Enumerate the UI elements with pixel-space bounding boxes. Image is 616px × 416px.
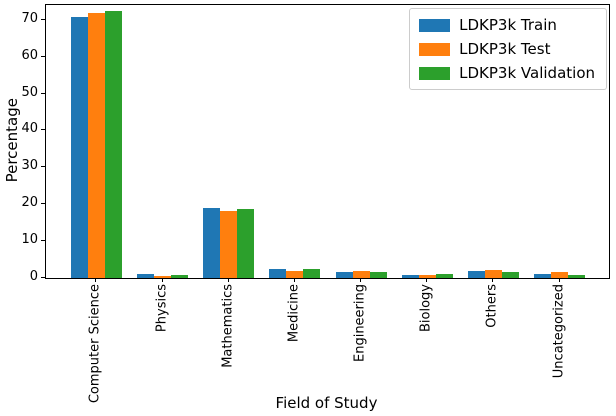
y-tick-label: 70	[21, 10, 38, 26]
bar-mathematics	[203, 208, 221, 278]
bar-uncategorized	[568, 274, 586, 278]
bar-mathematics	[220, 210, 238, 278]
x-tick-label: Uncategorized	[551, 284, 567, 379]
legend-label: LDKP3k Validation	[459, 64, 595, 82]
x-tick-label: Mathematics	[220, 284, 236, 368]
x-tick-label: Computer Science	[87, 284, 103, 404]
x-tick-mark	[95, 278, 97, 282]
y-tick-label: 30	[21, 158, 38, 174]
y-tick-label: 20	[21, 195, 38, 211]
x-tick-mark	[227, 278, 229, 282]
y-tick-mark	[41, 129, 45, 131]
y-tick-mark	[41, 55, 45, 57]
bar-others	[501, 272, 519, 278]
y-tick-mark	[41, 203, 45, 205]
bar-engineering	[335, 271, 353, 278]
legend-swatch-icon	[419, 66, 451, 80]
legend-label: LDKP3k Train	[459, 16, 557, 34]
bar-medicine	[286, 271, 304, 278]
x-tick-label: Medicine	[286, 284, 302, 343]
y-tick-mark	[41, 92, 45, 94]
bar-biology	[435, 274, 453, 278]
bar-engineering	[352, 271, 370, 278]
x-tick-label: Engineering	[352, 284, 368, 362]
bar-physics	[171, 275, 189, 278]
y-tick-mark	[41, 18, 45, 20]
y-tick-label: 10	[21, 232, 38, 248]
bar-others	[484, 270, 502, 278]
x-tick-mark	[558, 278, 560, 282]
legend-item: LDKP3k Validation	[419, 64, 595, 82]
y-tick-mark	[41, 166, 45, 168]
bar-physics	[154, 275, 172, 278]
bar-computer-science	[104, 11, 122, 278]
x-tick-mark	[426, 278, 428, 282]
y-tick-label: 50	[21, 84, 38, 100]
bar-biology	[418, 274, 436, 278]
bar-mathematics	[237, 209, 255, 278]
legend: LDKP3k Train LDKP3k Test LDKP3k Validation	[409, 8, 607, 90]
x-tick-mark	[293, 278, 295, 282]
legend-label: LDKP3k Test	[459, 40, 551, 58]
x-tick-mark	[492, 278, 494, 282]
legend-swatch-icon	[419, 18, 451, 32]
bar-others	[467, 271, 485, 278]
legend-item: LDKP3k Test	[419, 40, 595, 58]
bar-uncategorized	[551, 271, 569, 278]
x-tick-label: Biology	[418, 284, 434, 332]
y-tick-label: 60	[21, 47, 38, 63]
bar-biology	[401, 274, 419, 278]
y-tick-mark	[41, 277, 45, 278]
bar-uncategorized	[534, 273, 552, 278]
bar-medicine	[269, 269, 287, 278]
bar-computer-science	[87, 12, 105, 278]
y-tick-label: 0	[29, 269, 38, 284]
legend-item: LDKP3k Train	[419, 16, 595, 34]
x-tick-mark	[161, 278, 163, 282]
x-tick-label: Physics	[154, 284, 170, 333]
x-tick-mark	[360, 278, 362, 282]
y-tick-label: 40	[21, 121, 38, 137]
bar-engineering	[369, 272, 387, 278]
bar-computer-science	[70, 16, 88, 278]
bar-physics	[137, 273, 155, 278]
x-axis-label: Field of Study	[275, 394, 378, 412]
y-tick-mark	[41, 240, 45, 242]
legend-swatch-icon	[419, 42, 451, 56]
bar-medicine	[303, 269, 321, 278]
x-tick-label: Others	[484, 284, 500, 328]
